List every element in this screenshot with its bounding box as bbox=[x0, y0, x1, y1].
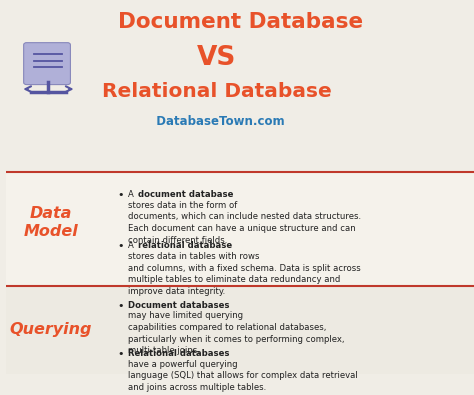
Bar bbox=[6, 172, 474, 286]
Text: have a powerful querying
language (SQL) that allows for complex data retrieval
a: have a powerful querying language (SQL) … bbox=[128, 360, 358, 392]
Text: Relational Database: Relational Database bbox=[102, 82, 332, 101]
Text: •: • bbox=[118, 241, 124, 251]
Bar bbox=[6, 286, 474, 374]
Text: A: A bbox=[128, 190, 137, 199]
Text: •: • bbox=[118, 301, 124, 310]
Text: Querying: Querying bbox=[9, 322, 92, 337]
Text: •: • bbox=[118, 349, 124, 359]
Text: stores data in tables with rows
and columns, with a fixed schema. Data is split : stores data in tables with rows and colu… bbox=[128, 252, 361, 296]
Text: relational database: relational database bbox=[138, 241, 232, 250]
Text: •: • bbox=[118, 190, 124, 200]
Text: Document Database: Document Database bbox=[118, 13, 363, 32]
Text: document database: document database bbox=[138, 190, 234, 199]
Text: may have limited querying
capabilities compared to relational databases,
particu: may have limited querying capabilities c… bbox=[128, 311, 345, 356]
Text: Document databases: Document databases bbox=[128, 301, 229, 310]
Bar bbox=[6, 0, 474, 172]
Text: stores data in the form of
documents, which can include nested data structures.
: stores data in the form of documents, wh… bbox=[128, 201, 361, 245]
FancyBboxPatch shape bbox=[24, 43, 71, 85]
Text: Data
Model: Data Model bbox=[23, 206, 78, 239]
Text: A: A bbox=[128, 241, 137, 250]
Text: Relational databases: Relational databases bbox=[128, 349, 229, 358]
Text: DatabaseTown.com: DatabaseTown.com bbox=[148, 115, 285, 128]
Text: VS: VS bbox=[197, 45, 237, 71]
